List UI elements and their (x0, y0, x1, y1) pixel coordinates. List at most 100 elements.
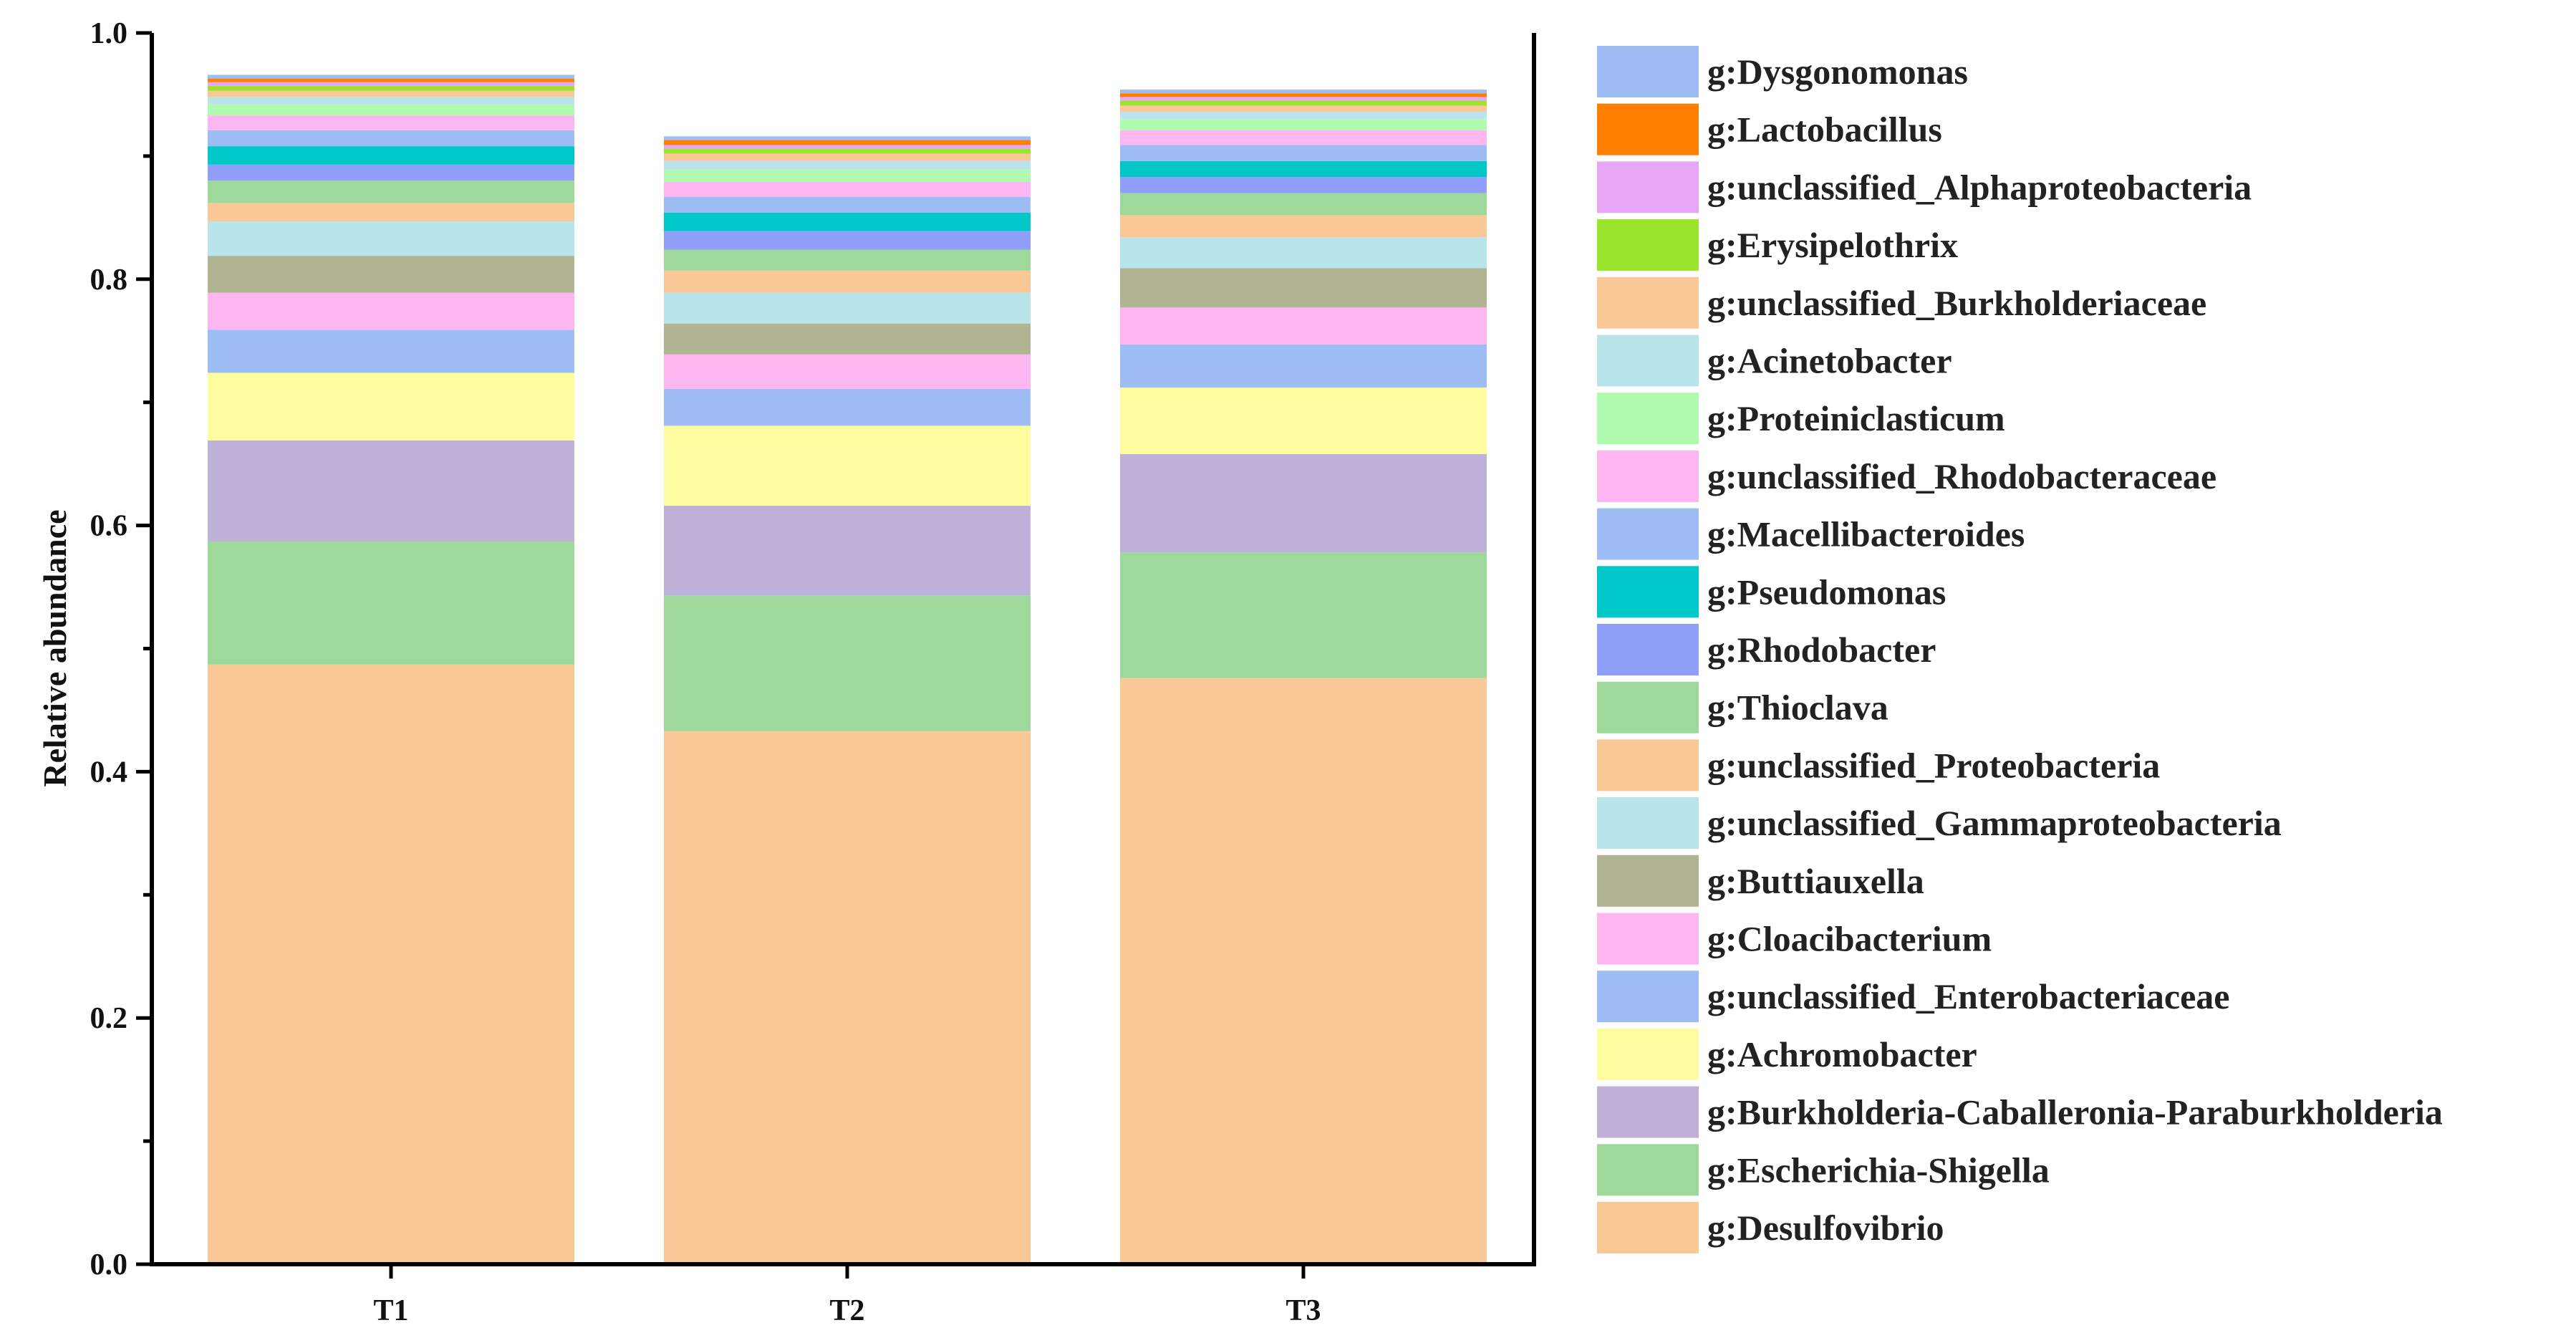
bar-segment-t3-5 (1120, 344, 1487, 388)
bar-segment-t1-4 (208, 372, 574, 441)
y-axis-title: Relative abundance (37, 509, 73, 786)
legend-swatch (1597, 913, 1699, 965)
legend-label: g:Desulfovibrio (1707, 1208, 1944, 1248)
legend-label: g:Proteiniclasticum (1707, 398, 2005, 438)
legend-swatch (1597, 161, 1699, 213)
legend-swatch (1597, 624, 1699, 675)
legend-swatch (1597, 508, 1699, 560)
legend-label: g:unclassified_Alphaproteobacteria (1707, 167, 2252, 207)
bar-segment-t3-4 (1120, 388, 1487, 454)
bar-segment-t3-13 (1120, 145, 1487, 161)
bar-segment-t1-2 (208, 541, 574, 665)
legend-swatch (1597, 566, 1699, 618)
bar-segment-t2-5 (664, 388, 1031, 426)
legend-swatch (1597, 450, 1699, 502)
bar-segment-t3-2 (1120, 552, 1487, 678)
bars-group (208, 74, 1487, 1264)
legend-swatch (1597, 46, 1699, 97)
legend-label: g:Achromobacter (1707, 1034, 1977, 1074)
bar-segment-t2-7 (664, 323, 1031, 355)
legend-label: g:unclassified_Burkholderiaceae (1707, 283, 2206, 323)
legend-label: g:Rhodobacter (1707, 630, 1936, 670)
bar-segment-t2-21 (664, 136, 1031, 140)
bar-segment-t1-18 (208, 85, 574, 91)
bar-segment-t1-20 (208, 78, 574, 82)
x-ticks-group: T1 T2 T3 (373, 1264, 1321, 1327)
bar-segment-t2-6 (664, 354, 1031, 389)
bar-segment-t2-14 (664, 181, 1031, 197)
bar-segment-t3-7 (1120, 268, 1487, 308)
bar-segment-t2-10 (664, 249, 1031, 271)
bar-segment-t1-17 (208, 90, 574, 97)
bar-segment-t1-5 (208, 329, 574, 373)
bar-segment-t2-16 (664, 160, 1031, 170)
x-tick-label-t2: T2 (829, 1294, 864, 1327)
legend-swatch (1597, 393, 1699, 445)
y-tick-label: 0.0 (90, 1248, 128, 1281)
bar-segment-t3-19 (1120, 97, 1487, 101)
legend-label: g:Pseudomonas (1707, 572, 1946, 612)
bar-segment-t1-19 (208, 82, 574, 86)
bar-segment-t3-8 (1120, 237, 1487, 269)
bar-segment-t3-1 (1120, 678, 1487, 1264)
legend-label: g:Burkholderia-Caballeronia-Paraburkhold… (1707, 1092, 2443, 1132)
y-ticks-group: 0.0 0.2 0.4 0.6 0.8 1.0 (90, 17, 152, 1281)
legend-label: g:Macellibacteroides (1707, 514, 2025, 554)
legend-label: g:unclassified_Gammaproteobacteria (1707, 803, 2282, 843)
legend-swatch (1597, 219, 1699, 271)
bar-segment-t2-17 (664, 153, 1031, 161)
legend-label: g:Cloacibacterium (1707, 919, 1992, 959)
bar-segment-t1-14 (208, 115, 574, 130)
legend-swatch (1597, 103, 1699, 155)
bar-segment-t2-1 (664, 731, 1031, 1264)
legend-label: g:unclassified_Enterobacteriaceae (1707, 976, 2230, 1016)
legend-swatch (1597, 1202, 1699, 1253)
bar-segment-t1-12 (208, 146, 574, 165)
bar-segment-t3-18 (1120, 100, 1487, 106)
bar-segment-t1-6 (208, 292, 574, 330)
bar-segment-t2-18 (664, 148, 1031, 154)
bar-segment-t1-13 (208, 130, 574, 147)
bar-segment-t1-10 (208, 181, 574, 203)
legend-label: g:unclassified_Proteobacteria (1707, 745, 2160, 785)
bar-segment-t1-11 (208, 164, 574, 181)
bar-segment-t2-20 (664, 140, 1031, 145)
bar-segment-t3-16 (1120, 112, 1487, 120)
bar-segment-t3-11 (1120, 177, 1487, 193)
legend-label: g:Acinetobacter (1707, 341, 1952, 381)
legend-swatch (1597, 797, 1699, 850)
bar-segment-t3-3 (1120, 453, 1487, 553)
bar-segment-t1-3 (208, 440, 574, 542)
bar-segment-t3-15 (1120, 119, 1487, 130)
bar-segment-t2-2 (664, 595, 1031, 731)
legend-swatch (1597, 855, 1699, 907)
bar-segment-t3-17 (1120, 105, 1487, 112)
legend-label: g:Buttiauxella (1707, 861, 1924, 901)
y-tick-label: 1.0 (90, 17, 128, 50)
bar-segment-t3-21 (1120, 90, 1487, 94)
bar-segment-t1-16 (208, 97, 574, 105)
bar-segment-t3-14 (1120, 130, 1487, 145)
bar-segment-t1-7 (208, 256, 574, 293)
x-tick-label-t3: T3 (1285, 1294, 1321, 1327)
legend-swatch (1597, 681, 1699, 733)
bar-segment-t2-11 (664, 231, 1031, 250)
legend-swatch (1597, 971, 1699, 1023)
legend-swatch (1597, 276, 1699, 329)
bar-segment-t1-21 (208, 74, 574, 79)
bar-segment-t3-12 (1120, 160, 1487, 178)
bar-segment-t1-8 (208, 221, 574, 256)
y-tick-label: 0.8 (90, 264, 128, 297)
y-tick-label: 0.2 (90, 1002, 128, 1035)
bar-segment-t2-9 (664, 270, 1031, 293)
legend-label: g:Dysgonomonas (1707, 52, 1968, 92)
legend-swatch (1597, 1086, 1699, 1138)
bar-segment-t3-10 (1120, 193, 1487, 216)
bar-segment-t1-1 (208, 664, 574, 1264)
bar-segment-t1-9 (208, 203, 574, 222)
legend-label: g:unclassified_Rhodobacteraceae (1707, 456, 2216, 496)
legend: g:Dysgonomonas g:Lactobacillus g:unclassif… (1597, 46, 2443, 1253)
bar-segment-t2-12 (664, 212, 1031, 231)
legend-swatch (1597, 739, 1699, 791)
